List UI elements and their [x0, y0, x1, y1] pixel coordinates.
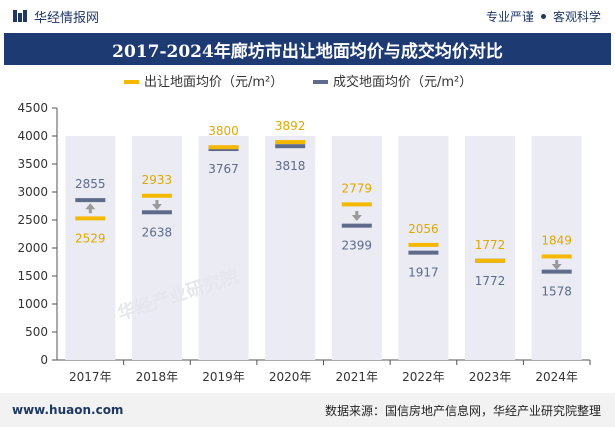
marker-supply: [75, 216, 106, 221]
data-label-supply: 1849: [541, 233, 572, 247]
separator-dot-icon: [540, 13, 546, 19]
column-bg: [331, 136, 382, 360]
marker-supply: [341, 202, 372, 207]
marker-deal: [341, 223, 372, 228]
marker-supply: [475, 258, 506, 263]
marker-deal: [408, 250, 439, 255]
chart: 出让地面均价（元/m²） 成交地面均价（元/m²） 0 500 1000 1500 2000…: [17, 74, 591, 384]
legend-label-2: 成交地面均价（元/m²）: [333, 74, 472, 90]
change-arrow-head: [85, 203, 96, 210]
brand[interactable]: 华经情报网: [12, 7, 99, 26]
y-tick-label: 4000: [17, 129, 48, 143]
data-label-deal: 3767: [208, 162, 239, 176]
data-label-supply: 2529: [75, 231, 106, 245]
slogan-left: 专业严谨: [485, 9, 534, 24]
legend-swatch-1: [124, 80, 139, 84]
y-tick-label: 2500: [17, 213, 48, 227]
legend-swatch-2: [313, 80, 328, 84]
data-label-supply: 2779: [342, 181, 373, 195]
x-tick-label: 2024年: [535, 370, 578, 384]
x-tick-label: 2018年: [136, 370, 179, 384]
x-tick-label: 2020年: [269, 370, 312, 384]
change-arrow-head: [551, 264, 562, 271]
data-label-deal: 3818: [275, 159, 306, 173]
marker-supply: [408, 242, 439, 247]
column-bg: [265, 136, 316, 360]
data-label-deal: 2855: [75, 177, 106, 191]
slogan: 专业严谨 客观科学: [486, 8, 601, 25]
x-tick-label: 2022年: [402, 370, 445, 384]
brand-logo-icon: [13, 10, 27, 22]
legend-label-1: 出让地面均价（元/m²）: [144, 75, 283, 90]
y-tick-label: 1500: [17, 269, 48, 283]
column-bg: [131, 136, 182, 360]
data-label-deal: 1772: [475, 274, 506, 288]
change-arrow-head: [351, 215, 362, 222]
chart-title: 2017-2024年廊坊市出让地面均价与成交均价对比: [4, 33, 611, 65]
x-tick-label: 2023年: [469, 370, 512, 384]
top-bar: 华经情报网 专业严谨 客观科学: [0, 0, 615, 32]
y-tick-label: 3000: [17, 185, 48, 199]
data-label-deal: 2638: [142, 225, 173, 239]
footer-site[interactable]: www.huaon.com: [12, 403, 124, 417]
marker-supply: [141, 193, 172, 198]
marker-supply: [208, 145, 239, 150]
y-tick-label: 0: [40, 353, 48, 367]
data-label-supply: 3800: [208, 124, 239, 138]
column-bg: [531, 136, 582, 360]
change-arrow-head: [151, 204, 162, 211]
column-bg: [398, 136, 449, 360]
x-tick-label: 2017年: [69, 370, 112, 384]
x-tick-label: 2019年: [202, 370, 245, 384]
brand-name: 华经情报网: [34, 10, 100, 26]
data-label-supply: 1772: [475, 238, 506, 252]
data-label-deal: 1578: [541, 285, 572, 299]
marker-deal: [75, 198, 106, 203]
data-label-deal: 2399: [342, 239, 373, 253]
y-tick-label: 500: [25, 325, 48, 339]
column-bg: [65, 136, 116, 360]
marker-supply: [275, 140, 306, 145]
y-tick-label: 2000: [17, 241, 48, 255]
data-label-deal: 1917: [408, 266, 439, 280]
marker-deal: [275, 144, 306, 149]
y-tick-label: 4500: [17, 101, 48, 115]
marker-deal: [541, 269, 572, 274]
footer-source: 数据来源：国信房地产信息网，华经产业研究院整理: [324, 403, 601, 418]
data-label-supply: 2056: [408, 222, 439, 236]
data-label-supply: 2933: [142, 173, 173, 187]
marker-supply: [541, 254, 572, 259]
x-tick-label: 2021年: [336, 370, 379, 384]
y-tick-label: 1000: [17, 297, 48, 311]
footer: www.huaon.com 数据来源：国信房地产信息网，华经产业研究院整理: [0, 393, 615, 427]
slogan-right: 客观科学: [552, 9, 601, 24]
column-bg: [198, 136, 249, 360]
y-tick-label: 3500: [17, 157, 48, 171]
data-label-supply: 3892: [275, 119, 306, 133]
marker-deal: [141, 210, 172, 215]
column-bg: [465, 136, 516, 360]
